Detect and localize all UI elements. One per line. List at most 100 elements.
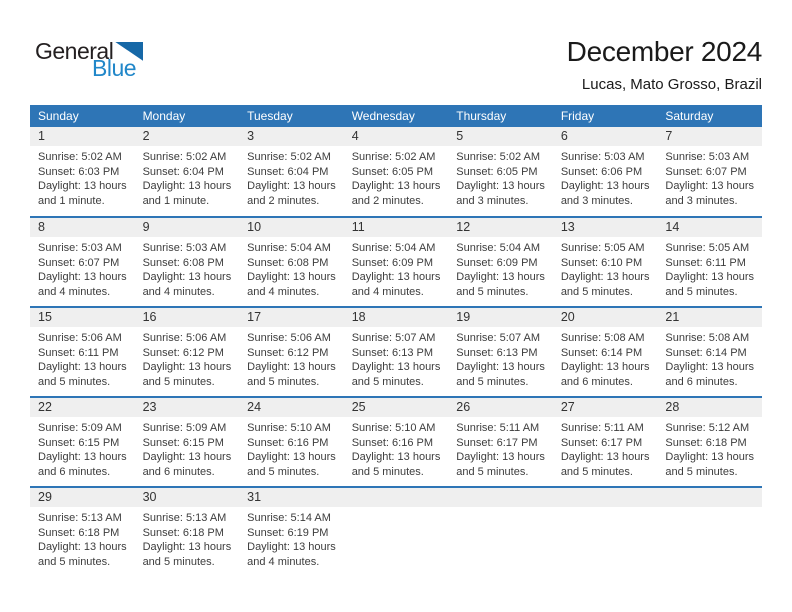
daylight-text-line2: and 1 minute. (142, 194, 210, 207)
day-cell: 19 Sunrise: 5:07 AM Sunset: 6:13 PM Dayligh… (448, 306, 553, 397)
week-row: 29 Sunrise: 5:13 AM Sunset: 6:18 PM Dayligh… (30, 486, 762, 577)
day-number: 14 (657, 218, 762, 237)
day-cell: 13 Sunrise: 5:05 AM Sunset: 6:10 PM Dayligh… (552, 216, 658, 307)
day-number: 7 (657, 127, 762, 146)
day-number: 10 (239, 218, 344, 237)
daylight-text-line1: Daylight: 13 hours (142, 180, 232, 193)
daylight-text-line1: Daylight: 13 hours (665, 451, 755, 464)
weekday-header-monday: Monday (134, 105, 240, 127)
day-info: Sunrise: 5:08 AM Sunset: 6:14 PM Daylight:… (553, 327, 658, 389)
daylight-text-line1: Daylight: 13 hours (38, 451, 127, 464)
daylight-text-line2: and 5 minutes. (665, 465, 738, 478)
daylight-text-line2: and 5 minutes. (456, 465, 529, 478)
daylight-text-line2: and 4 minutes. (142, 285, 215, 298)
sunset-text: Sunset: 6:09 PM (351, 256, 434, 269)
daylight-text-line2: and 3 minutes. (560, 194, 633, 207)
daylight-text-line1: Daylight: 13 hours (351, 361, 441, 374)
sunset-text: Sunset: 6:11 PM (665, 256, 746, 269)
sunrise-text: Sunrise: 5:11 AM (456, 422, 540, 434)
sunrise-text: Sunrise: 5:06 AM (38, 332, 122, 344)
daylight-text-line2: and 2 minutes. (247, 194, 320, 207)
week-row: 15 Sunrise: 5:06 AM Sunset: 6:11 PM Dayligh… (30, 306, 762, 397)
sunset-text: Sunset: 6:12 PM (142, 346, 224, 359)
daylight-text-line1: Daylight: 13 hours (38, 361, 127, 374)
day-number: 27 (552, 398, 658, 417)
day-info: Sunrise: 5:11 AM Sunset: 6:17 PM Daylight:… (448, 417, 553, 479)
day-cell: 30 Sunrise: 5:13 AM Sunset: 6:18 PM Dayligh… (134, 486, 240, 577)
sunset-text: Sunset: 6:13 PM (351, 346, 434, 359)
sunrise-text: Sunrise: 5:14 AM (247, 512, 331, 524)
day-info: Sunrise: 5:03 AM Sunset: 6:07 PM Daylight:… (657, 146, 762, 208)
daylight-text-line2: and 6 minutes. (38, 465, 111, 478)
day-info: Sunrise: 5:03 AM Sunset: 6:07 PM Daylight:… (30, 237, 135, 299)
day-number: 19 (448, 308, 553, 327)
daylight-text-line2: and 5 minutes. (665, 285, 738, 298)
daylight-text-line1: Daylight: 13 hours (665, 271, 755, 284)
sunset-text: Sunset: 6:09 PM (456, 256, 538, 269)
sunrise-text: Sunrise: 5:10 AM (351, 422, 436, 434)
daylight-text-line1: Daylight: 13 hours (560, 180, 650, 193)
day-cell: 4 Sunrise: 5:02 AM Sunset: 6:05 PM Daylight… (343, 127, 449, 217)
day-number: 11 (343, 218, 449, 237)
daylight-text-line2: and 5 minutes. (247, 465, 320, 478)
sunrise-text: Sunrise: 5:13 AM (142, 512, 227, 524)
sunset-text: Sunset: 6:03 PM (38, 165, 120, 178)
daylight-text-line1: Daylight: 13 hours (142, 271, 232, 284)
daylight-text-line2: and 2 minutes. (351, 194, 424, 207)
day-number: 6 (552, 127, 658, 146)
day-info: Sunrise: 5:10 AM Sunset: 6:16 PM Daylight:… (344, 417, 449, 479)
sunset-text: Sunset: 6:16 PM (247, 436, 329, 449)
sunrise-text: Sunrise: 5:09 AM (38, 422, 122, 434)
day-number: 23 (134, 398, 240, 417)
empty-day-cell (448, 486, 553, 577)
daylight-text-line1: Daylight: 13 hours (351, 271, 441, 284)
day-info: Sunrise: 5:05 AM Sunset: 6:11 PM Daylight:… (657, 237, 762, 299)
sunset-text: Sunset: 6:19 PM (247, 526, 329, 539)
sunset-text: Sunset: 6:07 PM (38, 256, 120, 269)
sunrise-text: Sunrise: 5:11 AM (560, 422, 644, 434)
day-cell: 8 Sunrise: 5:03 AM Sunset: 6:07 PM Daylight… (30, 216, 135, 307)
daylight-text-line2: and 3 minutes. (665, 194, 738, 207)
general-blue-logo: General Blue (35, 40, 144, 80)
day-info: Sunrise: 5:12 AM Sunset: 6:18 PM Daylight:… (657, 417, 762, 479)
weekday-header-friday: Friday (552, 105, 658, 127)
weekday-header-thursday: Thursday (448, 105, 553, 127)
day-info: Sunrise: 5:03 AM Sunset: 6:08 PM Daylight:… (135, 237, 240, 299)
daylight-text-line1: Daylight: 13 hours (247, 180, 336, 193)
day-number: 13 (552, 218, 658, 237)
sunrise-text: Sunrise: 5:03 AM (38, 242, 122, 254)
sunset-text: Sunset: 6:13 PM (456, 346, 538, 359)
sunrise-text: Sunrise: 5:02 AM (247, 151, 331, 163)
day-number: 5 (448, 127, 553, 146)
daylight-text-line2: and 3 minutes. (456, 194, 529, 207)
daylight-text-line1: Daylight: 13 hours (38, 541, 127, 554)
sunset-text: Sunset: 6:08 PM (142, 256, 224, 269)
sunset-text: Sunset: 6:17 PM (560, 436, 643, 449)
daylight-text-line2: and 5 minutes. (38, 555, 111, 568)
sunset-text: Sunset: 6:10 PM (560, 256, 643, 269)
sunset-text: Sunset: 6:15 PM (142, 436, 224, 449)
day-info: Sunrise: 5:04 AM Sunset: 6:09 PM Daylight:… (344, 237, 449, 299)
day-number: 24 (239, 398, 344, 417)
daylight-text-line1: Daylight: 13 hours (351, 180, 441, 193)
day-cell: 21 Sunrise: 5:08 AM Sunset: 6:14 PM Dayligh… (657, 306, 762, 397)
day-number: 17 (239, 308, 344, 327)
location-subtitle: Lucas, Mato Grosso, Brazil (581, 76, 762, 93)
sunset-text: Sunset: 6:06 PM (560, 165, 643, 178)
sunset-text: Sunset: 6:05 PM (456, 165, 538, 178)
sunset-text: Sunset: 6:11 PM (38, 346, 119, 359)
day-number (657, 488, 762, 507)
day-number: 30 (134, 488, 240, 507)
day-cell: 15 Sunrise: 5:06 AM Sunset: 6:11 PM Dayligh… (30, 306, 135, 397)
daylight-text-line1: Daylight: 13 hours (456, 451, 545, 464)
day-cell: 12 Sunrise: 5:04 AM Sunset: 6:09 PM Dayligh… (448, 216, 553, 307)
weekday-header-wednesday: Wednesday (343, 105, 449, 127)
empty-day-cell (657, 486, 762, 577)
daylight-text-line2: and 6 minutes. (560, 375, 633, 388)
day-cell: 10 Sunrise: 5:04 AM Sunset: 6:08 PM Dayligh… (239, 216, 344, 307)
empty-day-cell (552, 486, 658, 577)
week-row: 1 Sunrise: 5:02 AM Sunset: 6:03 PM Daylight… (30, 127, 762, 217)
day-info: Sunrise: 5:13 AM Sunset: 6:18 PM Daylight:… (135, 507, 240, 569)
sunrise-text: Sunrise: 5:06 AM (247, 332, 331, 344)
sunrise-text: Sunrise: 5:02 AM (456, 151, 541, 163)
